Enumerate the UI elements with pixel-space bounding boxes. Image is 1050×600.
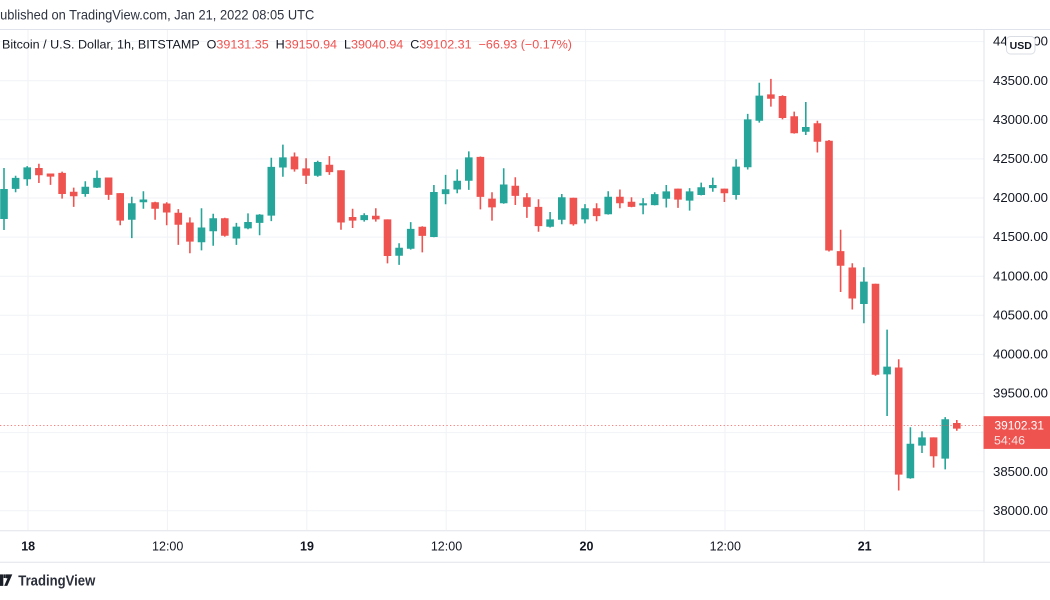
svg-text:Published on TradingView.com,: Published on TradingView.com, Jan 21, 20… xyxy=(0,8,314,23)
svg-text:12:00: 12:00 xyxy=(431,540,462,554)
svg-text:19: 19 xyxy=(300,540,314,554)
svg-text:Bitcoin / U.S. Dollar, 1h, BIT: Bitcoin / U.S. Dollar, 1h, BITSTAMP O 391… xyxy=(2,38,572,52)
svg-text:43500.00: 43500.00 xyxy=(993,73,1048,88)
svg-text:12:00: 12:00 xyxy=(152,540,183,554)
svg-text:54:46: 54:46 xyxy=(994,433,1025,447)
svg-text:40000.00: 40000.00 xyxy=(993,347,1048,362)
svg-text:42500.00: 42500.00 xyxy=(993,151,1048,166)
svg-text:39500.00: 39500.00 xyxy=(993,386,1048,401)
svg-text:12:00: 12:00 xyxy=(710,540,741,554)
svg-text:39102.31: 39102.31 xyxy=(995,419,1045,433)
svg-text:43000.00: 43000.00 xyxy=(993,112,1048,127)
svg-text:42000.00: 42000.00 xyxy=(993,190,1048,205)
svg-text:20: 20 xyxy=(580,540,594,554)
svg-text:21: 21 xyxy=(858,540,872,554)
svg-text:38500.00: 38500.00 xyxy=(993,464,1048,479)
svg-text:18: 18 xyxy=(21,540,35,554)
svg-text:41500.00: 41500.00 xyxy=(993,229,1048,244)
svg-text:TradingView: TradingView xyxy=(18,573,95,590)
svg-text:41000.00: 41000.00 xyxy=(993,268,1048,283)
svg-text:38000.00: 38000.00 xyxy=(993,503,1048,518)
svg-text:40500.00: 40500.00 xyxy=(993,307,1048,322)
svg-text:USD: USD xyxy=(1010,40,1033,52)
